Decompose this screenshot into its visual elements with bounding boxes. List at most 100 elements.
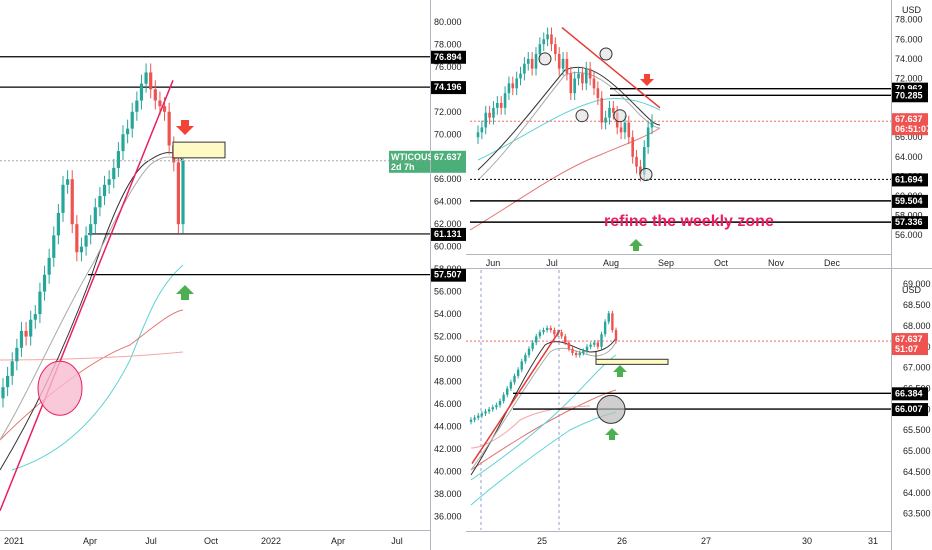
weekly-y-tick: 72.000 (434, 107, 462, 117)
weekly-candle (61, 184, 65, 213)
daily-candle (581, 73, 584, 84)
daily-candle (530, 58, 534, 69)
hourly-ma-red (470, 389, 617, 471)
hourly-ma-pink (470, 405, 591, 449)
hourly-price-tag-bg (892, 403, 928, 417)
weekly-supply-box (172, 141, 226, 159)
weekly-price-tag: 61.131 (434, 229, 462, 239)
daily-candle (573, 78, 576, 94)
weekly-candle (130, 111, 134, 129)
daily-candle (646, 127, 650, 148)
daily-price-tag-bg (892, 216, 928, 230)
hourly-y-tick: 68.000 (903, 321, 931, 331)
hourly-candle (538, 332, 542, 337)
hourly-y-tick: 63.500 (903, 509, 931, 519)
weekly-price-tag: 76.894 (434, 52, 462, 62)
daily-y-tick: 56.000 (895, 230, 923, 240)
daily-candle (523, 63, 526, 74)
daily-candle (534, 53, 538, 69)
daily-x-tick: Nov (768, 258, 785, 268)
daily-candle (577, 73, 580, 79)
hourly-candle (480, 413, 484, 416)
hourly-y-tick: 64.000 (903, 488, 931, 498)
hourly-candle (513, 375, 516, 383)
daily-candle (538, 44, 542, 54)
weekly-price-tag-bg (431, 268, 466, 282)
hourly-price-tag: 66.007 (895, 404, 923, 414)
daily-y-tick: 64.000 (895, 152, 923, 162)
weekly-candle (135, 100, 139, 112)
weekly-y-tick: 54.000 (434, 309, 462, 319)
daily-candle (546, 34, 549, 40)
weekly-price-tag: 67.637 (434, 152, 462, 162)
weekly-ma-cyan (11, 264, 184, 471)
daily-candle (499, 102, 503, 108)
weekly-x-tick: Jul (391, 536, 403, 546)
weekly-y-tick: 42.000 (434, 444, 462, 454)
weekly-candle (66, 179, 70, 185)
daily-x-tick: Oct (714, 258, 729, 268)
daily-x-tick: Sep (658, 258, 674, 268)
hourly-y-tick: 67.000 (903, 363, 931, 373)
daily-candle (488, 112, 491, 118)
hourly-candle (498, 401, 502, 406)
hourly-candle (582, 350, 585, 354)
weekly-y-tick: 62.000 (434, 219, 462, 229)
weekly-candle (144, 72, 148, 84)
down-arrow-icon (176, 120, 194, 135)
weekly-candle (33, 314, 37, 320)
hourly-ma-gray (470, 341, 617, 471)
daily-candle (639, 166, 642, 175)
daily-swing-circle (575, 109, 589, 123)
weekly-y-tick: 36.000 (434, 511, 462, 521)
weekly-candle (149, 72, 153, 90)
weekly-candle (1, 387, 5, 399)
weekly-candle (10, 361, 14, 376)
hourly-candle (603, 321, 607, 335)
hourly-x-tick: 31 (868, 536, 878, 546)
hourly-price-tag: 66.384 (895, 388, 923, 398)
hourly-x-tick: 25 (537, 536, 547, 546)
daily-candle (507, 83, 511, 94)
daily-y-tick: 78.000 (895, 15, 923, 25)
hourly-candle (473, 417, 476, 420)
daily-swing-circle (613, 109, 627, 123)
weekly-candle (121, 134, 125, 152)
daily-candle (612, 107, 615, 113)
hourly-ma-cyan (470, 354, 617, 481)
weekly-candle (84, 235, 88, 247)
daily-swing-circle (599, 47, 613, 61)
weekly-y-tick: 76.000 (434, 62, 462, 72)
hourly-candle (516, 369, 520, 376)
daily-candle (550, 34, 553, 45)
up-arrow-icon (613, 365, 627, 377)
hourly-candle (542, 330, 545, 333)
hourly-price-tag: 67.637 (895, 334, 923, 344)
hourly-candle (527, 348, 531, 356)
daily-candle (561, 58, 565, 69)
weekly-candle (24, 330, 28, 337)
weekly-candle (162, 106, 167, 112)
weekly-candle (75, 224, 79, 253)
hourly-candle (531, 342, 534, 349)
weekly-candle (116, 151, 120, 168)
weekly-price-tag-bg (431, 50, 466, 64)
daily-price-tag-bg (892, 113, 928, 136)
weekly-price-tag-bg (431, 81, 466, 95)
hourly-candle (469, 419, 473, 422)
hourly-candle (596, 342, 600, 347)
hourly-candle (535, 336, 538, 343)
weekly-price-tag: 57.507 (434, 270, 462, 280)
weekly-y-tick: 44.000 (434, 421, 462, 431)
hourly-zone-box (595, 358, 669, 365)
hourly-candle (549, 327, 552, 331)
weekly-ma-pink (0, 351, 184, 361)
hourly-y-label: USD (902, 285, 922, 295)
weekly-x-tick: Jul (145, 536, 157, 546)
daily-candle (511, 83, 515, 89)
hourly-candle (509, 382, 513, 389)
daily-price-tag: 67.637 (895, 114, 923, 124)
daily-ma-red (469, 127, 661, 231)
hourly-y-tick: 64.500 (903, 467, 931, 477)
hourly-x-tick: 27 (701, 536, 711, 546)
